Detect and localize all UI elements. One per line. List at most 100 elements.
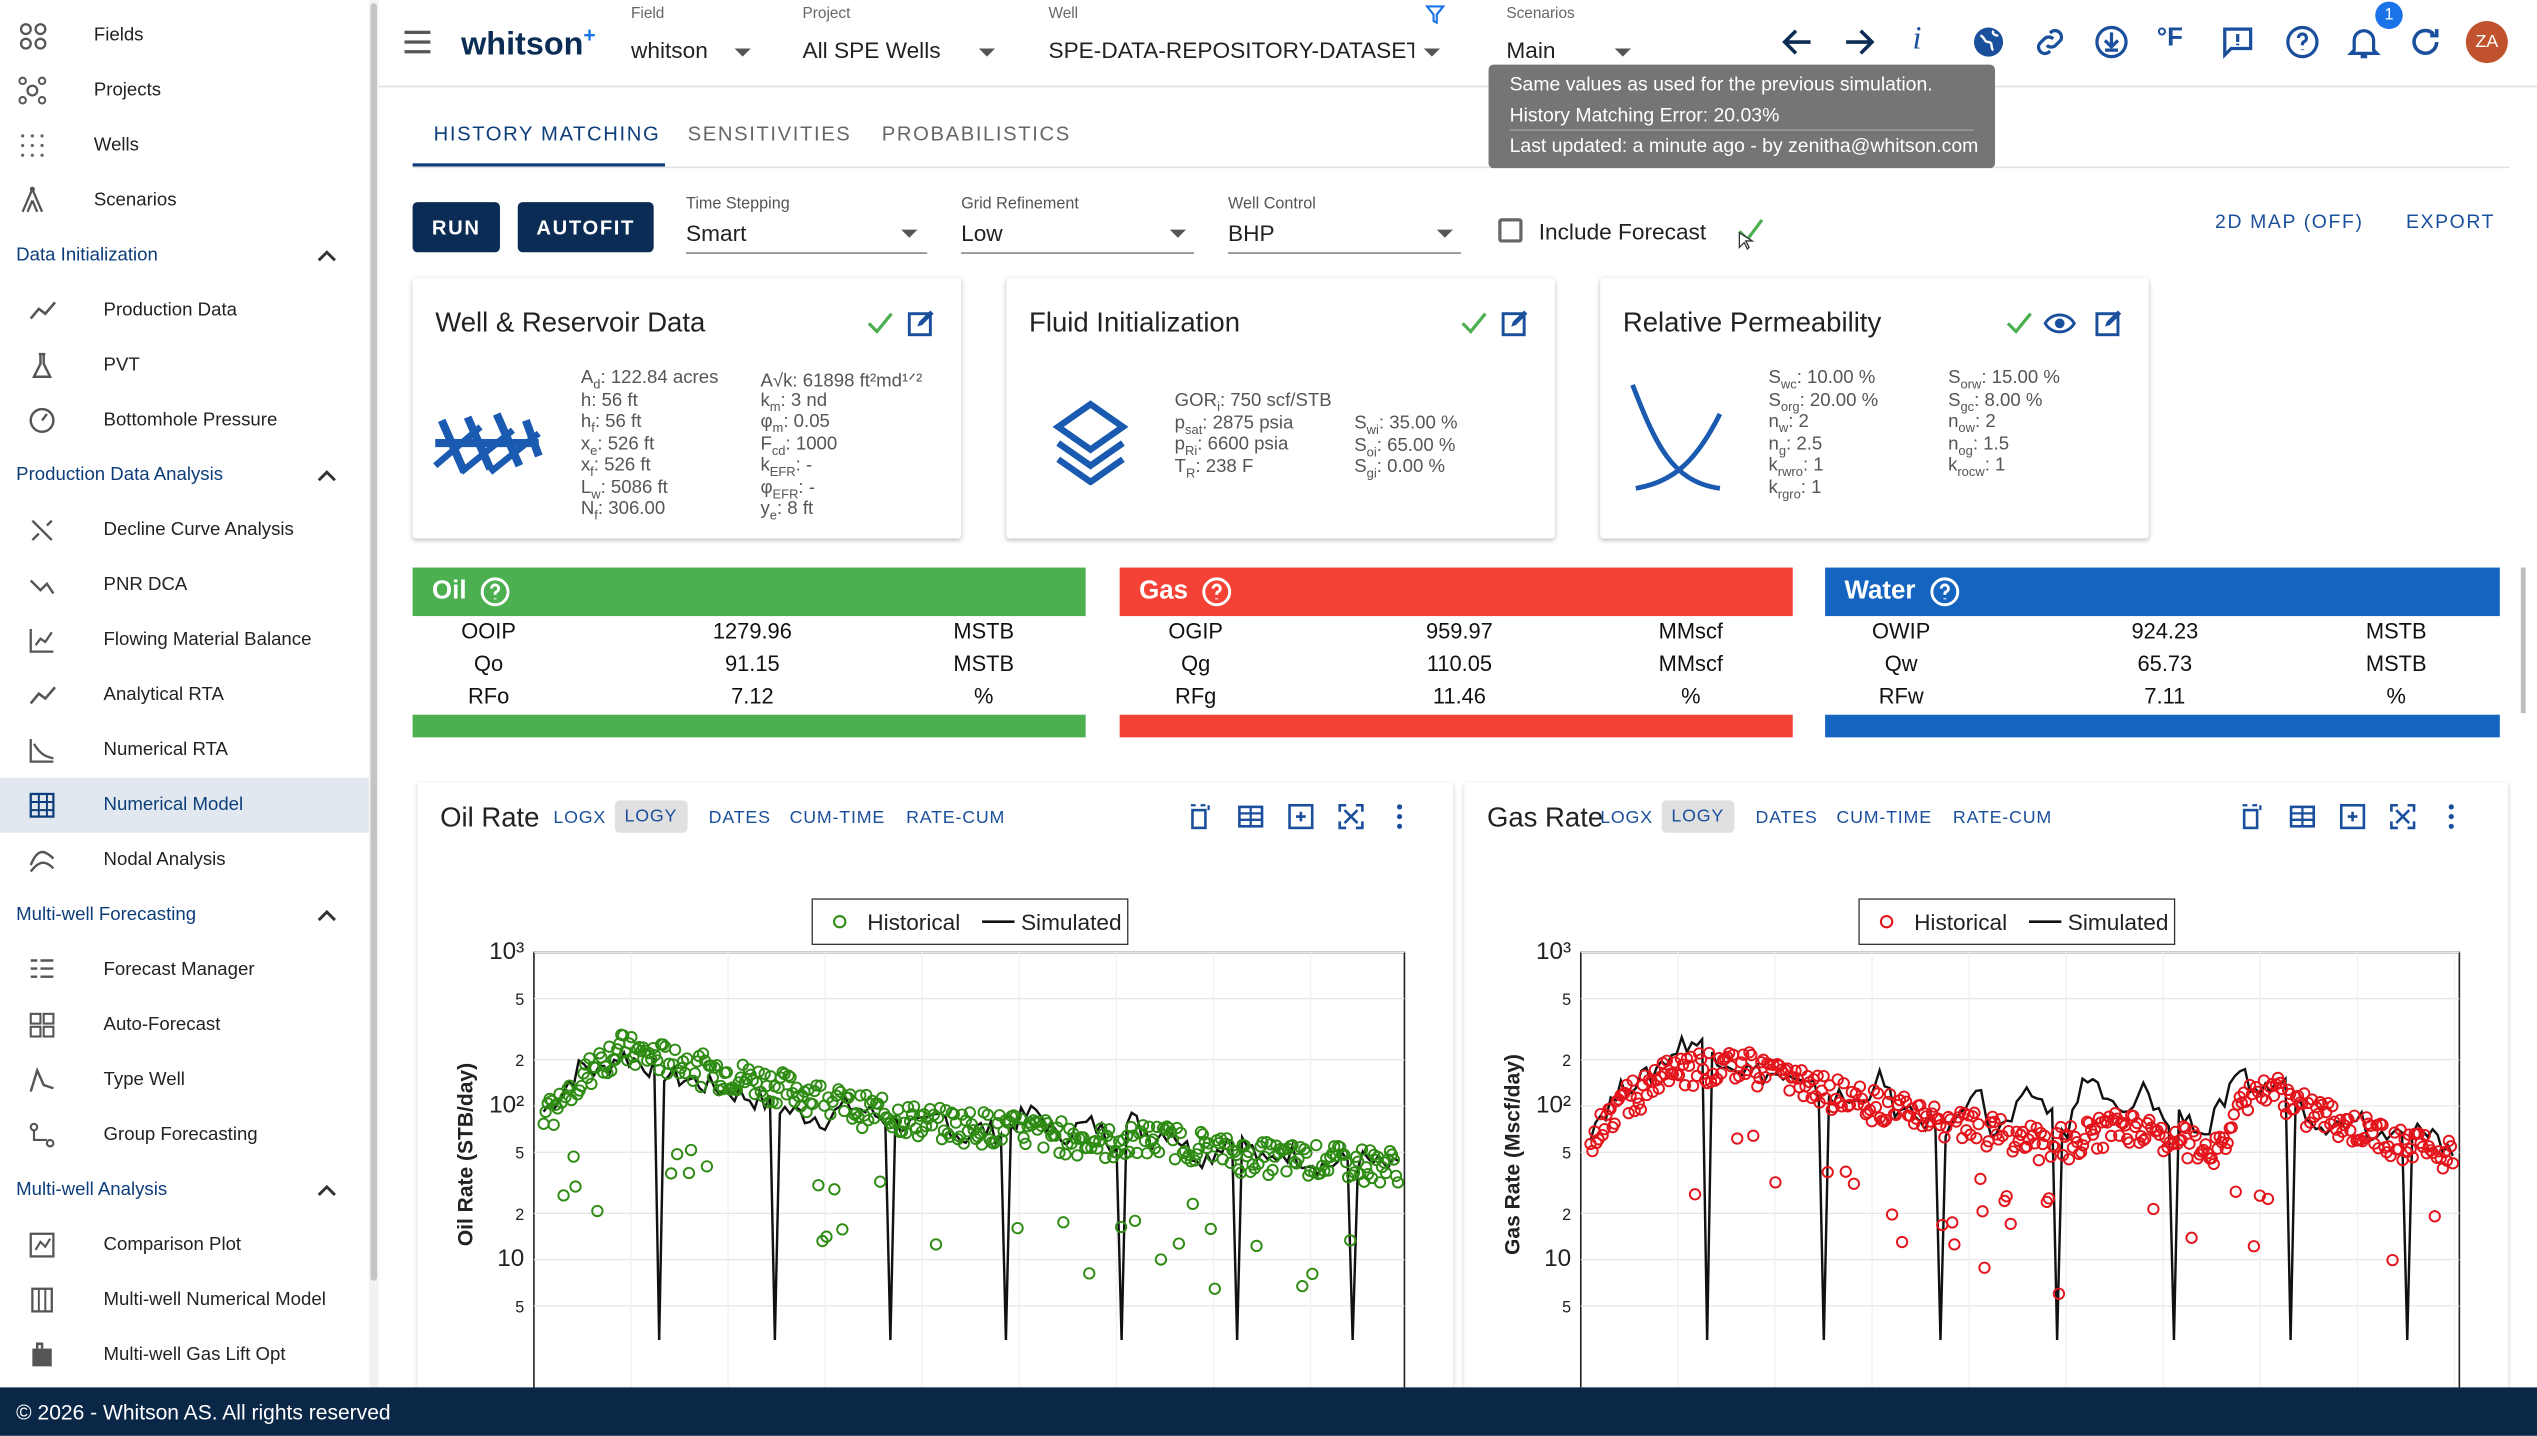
grid-refinement-select[interactable]: Low [961, 219, 1003, 246]
well-control-select[interactable]: BHP [1228, 219, 1275, 246]
chart-tab-dates[interactable]: DATES [1755, 808, 1818, 828]
scenario-select[interactable]: Main [1506, 37, 1556, 64]
tab-sensitivities[interactable]: SENSITIVITIES [687, 122, 852, 146]
include-forecast-checkbox[interactable] [1498, 218, 1523, 243]
more-vert-icon[interactable] [2437, 802, 2466, 839]
info-icon[interactable]: i [1912, 21, 1922, 57]
units-icon[interactable]: °F [2156, 24, 2183, 52]
chevron-up-icon[interactable] [314, 464, 340, 487]
content-scrollbar-thumb[interactable] [2520, 567, 2526, 714]
fullscreen-icon[interactable] [1336, 802, 1365, 839]
sidebar-scrollbar-thumb[interactable] [370, 3, 377, 1281]
sidebar-item-projects[interactable]: Projects [0, 63, 369, 118]
sidebar-item-numerical-rta[interactable]: Numerical RTA [0, 723, 369, 778]
field-select[interactable]: whitson [631, 37, 708, 64]
zoom-fit-icon[interactable] [2338, 802, 2367, 839]
chart-tab-logx[interactable]: LOGX [553, 808, 607, 828]
chart-tab-cum-time[interactable]: CUM-TIME [789, 808, 886, 828]
select-icon[interactable] [1188, 802, 1217, 839]
select-icon[interactable] [2239, 802, 2268, 839]
sidebar-item-pvt[interactable]: PVT [0, 338, 369, 393]
chart-plot-area[interactable]: 10³ 5 2 10² 5 2 10 5 Oil Rate (STB/day) Historica… [417, 783, 1453, 1388]
water-summary-row: RFw 7.11% [1825, 681, 2500, 713]
2d-map-button[interactable]: 2D MAP (OFF) [2215, 210, 2364, 233]
hamburger-menu-icon[interactable] [404, 30, 431, 54]
well-control-caret-icon[interactable] [1436, 229, 1453, 238]
sidebar-item-flowing-material-balance[interactable]: Flowing Material Balance [0, 613, 369, 668]
chart-plot-area[interactable]: 10³ 5 2 10² 5 2 10 5 Gas Rate (Mscf/day) Historic… [1464, 783, 2508, 1388]
sidebar-item-type-well[interactable]: Type Well [0, 1053, 369, 1108]
back-arrow-icon[interactable] [1778, 23, 1817, 62]
sidebar-item-analytical-rta[interactable]: Analytical RTA [0, 668, 369, 723]
autofit-button[interactable]: AUTOFIT [517, 202, 654, 253]
more-vert-icon[interactable] [1385, 802, 1414, 839]
help-icon[interactable] [2283, 23, 2322, 62]
chart-tab-logy[interactable]: LOGY [614, 800, 687, 833]
help-icon[interactable] [1915, 576, 1960, 608]
chart-tab-dates[interactable]: DATES [708, 808, 771, 828]
sidebar-item-bottomhole-pressure[interactable]: Bottomhole Pressure [0, 393, 369, 448]
sidebar-item-forecast-manager[interactable]: Forecast Manager [0, 943, 369, 998]
chart-tab-rate-cum[interactable]: RATE-CUM [906, 808, 1006, 828]
historical-point [2273, 1076, 2287, 1090]
sidebar-item-auto-forecast[interactable]: Auto-Forecast [0, 998, 369, 1053]
sidebar-item-multi-well-gas-lift-opt[interactable]: Multi-well Gas Lift Opt [0, 1328, 369, 1383]
sidebar-item-group-forecasting[interactable]: Group Forecasting [0, 1108, 369, 1163]
zoom-fit-icon[interactable] [1286, 802, 1315, 839]
time-stepping-caret-icon[interactable] [901, 229, 918, 238]
filter-icon[interactable] [1425, 5, 1445, 25]
relperm-edit-icon[interactable] [2094, 309, 2123, 338]
chart-tab-cum-time[interactable]: CUM-TIME [1836, 808, 1932, 828]
notifications-icon[interactable] [2344, 23, 2383, 62]
well-caret-icon[interactable] [1423, 48, 1441, 57]
chart-tab-logy[interactable]: LOGY [1661, 800, 1734, 833]
sidebar-item-nodal-analysis[interactable]: Nodal Analysis [0, 833, 369, 888]
chart-tab-rate-cum[interactable]: RATE-CUM [1952, 808, 2053, 828]
sidebar-section-multi-well-analysis[interactable]: Multi-well Analysis [0, 1163, 369, 1218]
table-icon[interactable] [1236, 802, 1265, 839]
globe-icon[interactable] [1969, 23, 2008, 62]
run-button[interactable]: RUN [412, 202, 500, 253]
well-reservoir-edit-icon[interactable] [906, 309, 935, 338]
table-icon[interactable] [2288, 802, 2317, 839]
relperm-view-icon[interactable] [2043, 309, 2076, 338]
chart-tab-logx[interactable]: LOGX [1600, 808, 1653, 828]
tab-history-matching[interactable]: HISTORY MATCHING [433, 122, 661, 146]
sidebar-item-pnr-dca[interactable]: PNR DCA [0, 558, 369, 613]
forward-arrow-icon[interactable] [1840, 23, 1879, 62]
project-caret-icon[interactable] [978, 48, 996, 57]
sidebar-item-numerical-model[interactable]: Numerical Model [0, 777, 369, 833]
chevron-up-icon[interactable] [314, 244, 340, 267]
sidebar-item-multi-well-numerical-model[interactable]: Multi-well Numerical Model [0, 1273, 369, 1328]
field-caret-icon[interactable] [734, 48, 751, 57]
scenario-caret-icon[interactable] [1614, 48, 1631, 57]
tab-probabilistics[interactable]: PROBABILISTICS [881, 122, 1071, 146]
export-button[interactable]: EXPORT [2405, 210, 2496, 233]
grid-refinement-caret-icon[interactable] [1169, 229, 1186, 238]
fullscreen-icon[interactable] [2388, 802, 2417, 839]
help-icon[interactable] [467, 576, 512, 608]
sidebar-item-wells[interactable]: Wells [0, 118, 369, 173]
project-select[interactable]: All SPE Wells [802, 37, 941, 64]
app-logo[interactable]: whitson+ [461, 23, 596, 64]
feedback-icon[interactable] [2218, 23, 2257, 62]
refresh-icon[interactable] [2406, 23, 2445, 62]
sidebar-item-fields[interactable]: Fields [0, 8, 369, 63]
download-icon[interactable] [2092, 23, 2131, 62]
sidebar-item-decline-curve-analysis[interactable]: Decline Curve Analysis [0, 503, 369, 558]
fluid-edit-icon[interactable] [1500, 309, 1529, 338]
chevron-up-icon[interactable] [314, 1179, 340, 1202]
sidebar-item-production-data[interactable]: Production Data [0, 283, 369, 338]
time-stepping-select[interactable]: Smart [686, 219, 747, 246]
sidebar-section-production-data-analysis[interactable]: Production Data Analysis [0, 448, 369, 503]
sidebar-section-multi-well-forecasting[interactable]: Multi-well Forecasting [0, 888, 369, 943]
sidebar-item-comparison-plot[interactable]: Comparison Plot [0, 1218, 369, 1273]
well-select[interactable]: SPE-DATA-REPOSITORY-DATASET-1-W [1048, 37, 1415, 64]
link-icon[interactable] [2031, 23, 2070, 62]
sidebar-section-data-initialization[interactable]: Data Initialization [0, 228, 369, 283]
help-icon[interactable] [1188, 576, 1233, 608]
chevron-up-icon[interactable] [314, 904, 340, 927]
sidebar-item-scenarios[interactable]: Scenarios [0, 173, 369, 228]
user-avatar[interactable]: ZA [2465, 21, 2508, 64]
historical-point [1731, 1132, 1744, 1145]
